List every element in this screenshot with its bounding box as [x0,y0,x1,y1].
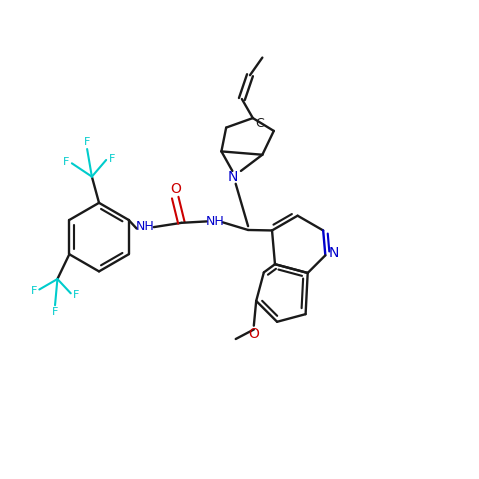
Text: NH: NH [136,220,155,233]
Text: F: F [63,157,69,167]
Text: F: F [109,154,115,163]
Text: F: F [30,286,37,296]
Text: F: F [52,308,58,318]
Text: O: O [249,327,259,341]
Text: N: N [328,246,339,260]
Text: NH: NH [205,215,224,228]
Text: N: N [228,170,239,183]
Text: O: O [170,182,181,196]
Text: F: F [84,137,91,147]
Text: F: F [73,290,80,300]
Text: C: C [256,117,264,130]
